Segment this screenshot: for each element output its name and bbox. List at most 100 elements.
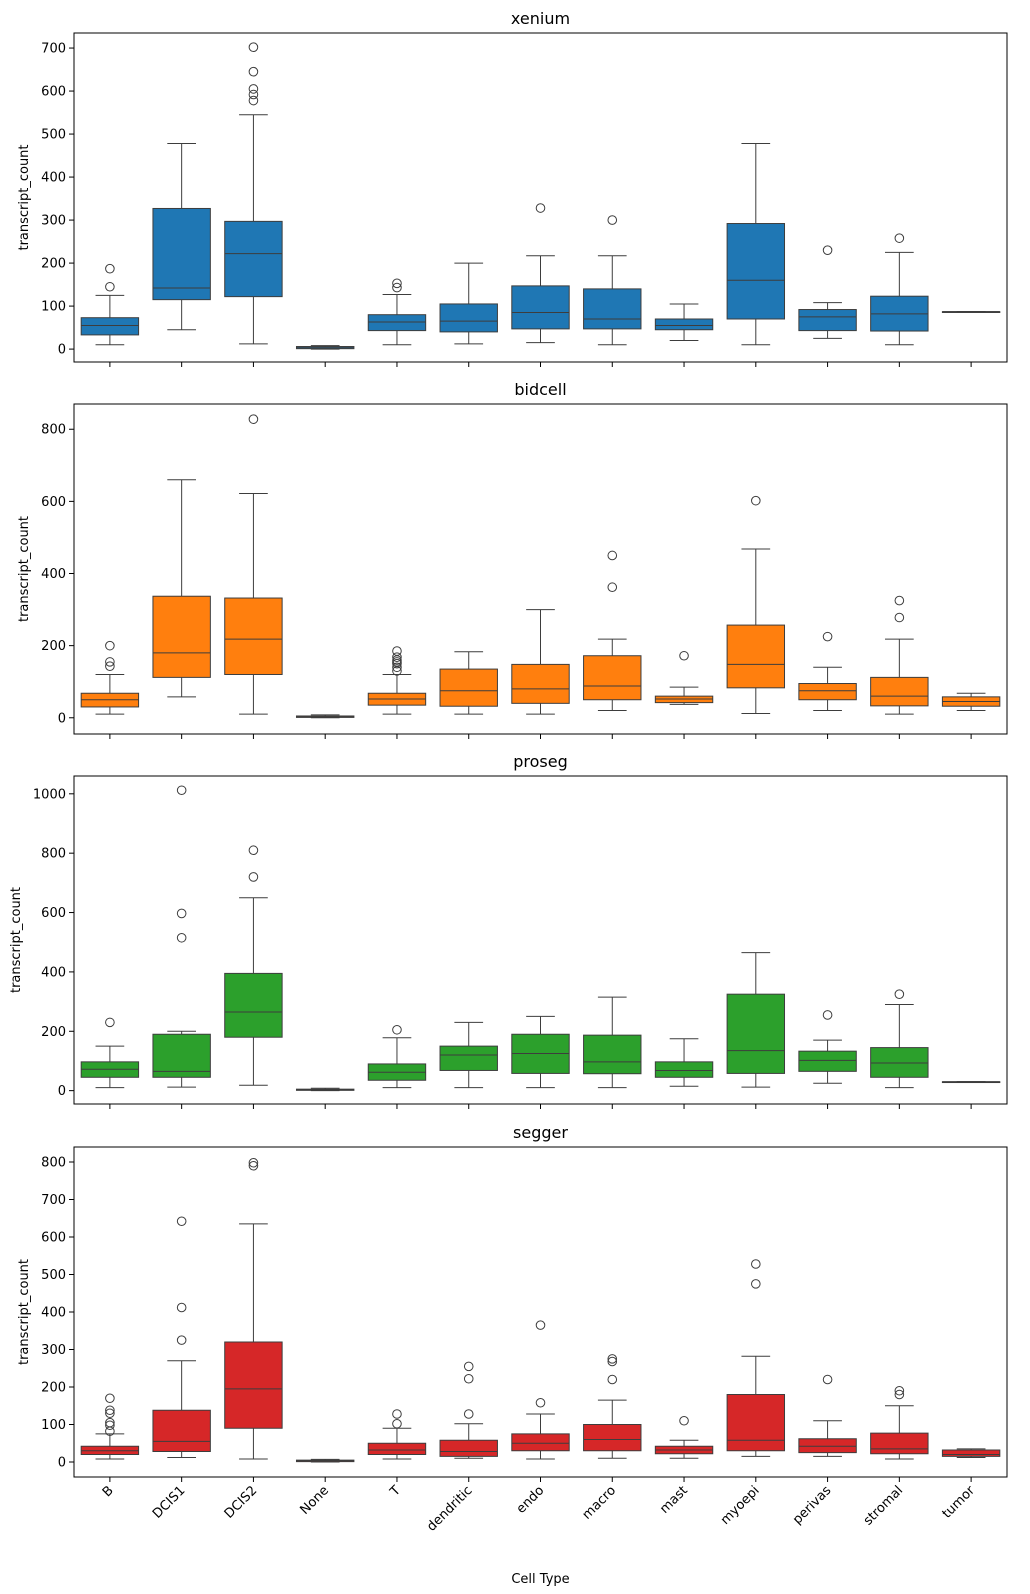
box [511, 1433, 570, 1452]
box [439, 1439, 498, 1457]
outlier-point [176, 785, 187, 796]
y-tick-label: 400 [41, 965, 66, 980]
outlier-point [894, 989, 905, 999]
x-tick-label: myoepi [718, 1483, 763, 1528]
outlier-point [248, 1160, 259, 1171]
box [798, 1438, 857, 1454]
y-tick-label: 800 [41, 423, 66, 438]
box [726, 1394, 786, 1452]
outlier-point [248, 1157, 259, 1168]
y-tick-label: 0 [58, 343, 66, 358]
x-tick-label: DCIS2 [222, 1483, 261, 1522]
y-tick-label: 700 [41, 1193, 66, 1208]
box [511, 285, 570, 330]
box [726, 223, 786, 320]
box [870, 676, 929, 707]
box [798, 683, 857, 701]
y-tick-label: 700 [41, 42, 66, 57]
panel-title: bidcell [514, 380, 566, 399]
y-tick-label: 0 [58, 711, 66, 726]
outlier-point [822, 1010, 833, 1020]
y-axis-label: transcript_count [17, 1259, 32, 1365]
outlier-point [535, 1320, 546, 1330]
x-tick-label: B [100, 1483, 117, 1500]
y-tick-label: 200 [41, 257, 66, 272]
outlier-point [248, 872, 259, 882]
outlier-point [105, 1405, 115, 1416]
outlier-point [751, 495, 761, 506]
panel-frame [73, 403, 1008, 735]
y-tick-label: 800 [41, 847, 66, 862]
panel-frame [73, 1146, 1008, 1478]
panel-frame [73, 32, 1008, 363]
y-axis-label: transcript_count [9, 887, 24, 993]
box [439, 668, 498, 707]
outlier-point [176, 908, 187, 919]
box [654, 318, 714, 331]
outlier-point [822, 245, 833, 255]
outlier-point [105, 1408, 115, 1419]
panel-title: proseg [513, 752, 568, 771]
outlier-point [392, 662, 402, 673]
y-tick-label: 400 [41, 171, 66, 186]
outlier-point [105, 263, 115, 274]
outlier-point [607, 582, 618, 593]
y-tick-label: 600 [41, 1231, 66, 1246]
outlier-point [105, 1420, 115, 1431]
x-tick-label: macro [580, 1483, 619, 1522]
outlier-point [894, 233, 905, 243]
y-tick-label: 200 [41, 639, 66, 654]
y-tick-label: 600 [41, 906, 66, 921]
box [870, 1432, 929, 1455]
outlier-point [392, 282, 402, 293]
box [152, 1409, 211, 1452]
x-tick-label: None [297, 1483, 332, 1518]
panel-title: segger [513, 1123, 568, 1142]
y-axis-label: transcript_count [17, 516, 32, 622]
y-tick-label: 200 [41, 1381, 66, 1396]
outlier-point [105, 1417, 115, 1428]
box [870, 1047, 929, 1078]
box [583, 655, 642, 701]
y-tick-label: 400 [41, 567, 66, 582]
box [224, 972, 283, 1038]
outlier-point [105, 661, 115, 671]
outlier-point [822, 1374, 833, 1385]
outlier-point [392, 652, 402, 662]
outlier-point [392, 278, 402, 289]
outlier-point [822, 631, 833, 642]
outlier-point [105, 1393, 115, 1404]
outlier-point [105, 640, 115, 651]
outlier-point [105, 281, 115, 292]
box [224, 220, 283, 298]
y-tick-label: 300 [41, 214, 66, 229]
box [798, 1050, 857, 1072]
x-tick-label: perivas [790, 1483, 834, 1527]
x-tick-label: T [387, 1483, 404, 1500]
box [583, 288, 642, 330]
outlier-point [463, 1409, 474, 1419]
y-tick-label: 100 [41, 300, 66, 315]
outlier-point [751, 1259, 761, 1269]
x-axis-label: Cell Type [511, 1572, 569, 1587]
x-tick-label: mast [657, 1483, 691, 1517]
outlier-point [248, 845, 259, 856]
y-tick-label: 400 [41, 1306, 66, 1321]
y-tick-label: 200 [41, 1025, 66, 1040]
outlier-point [607, 215, 618, 225]
box [941, 1449, 1001, 1457]
box [439, 1045, 498, 1071]
outlier-point [176, 1335, 187, 1345]
outlier-point [248, 89, 259, 100]
outlier-point [679, 1415, 689, 1426]
outlier-point [248, 84, 259, 94]
outlier-point [176, 1216, 187, 1227]
outlier-point [607, 1374, 618, 1385]
box [439, 303, 498, 333]
box [152, 207, 211, 301]
y-tick-label: 800 [41, 1156, 66, 1171]
outlier-point [463, 1373, 474, 1384]
outlier-point [535, 1397, 546, 1408]
